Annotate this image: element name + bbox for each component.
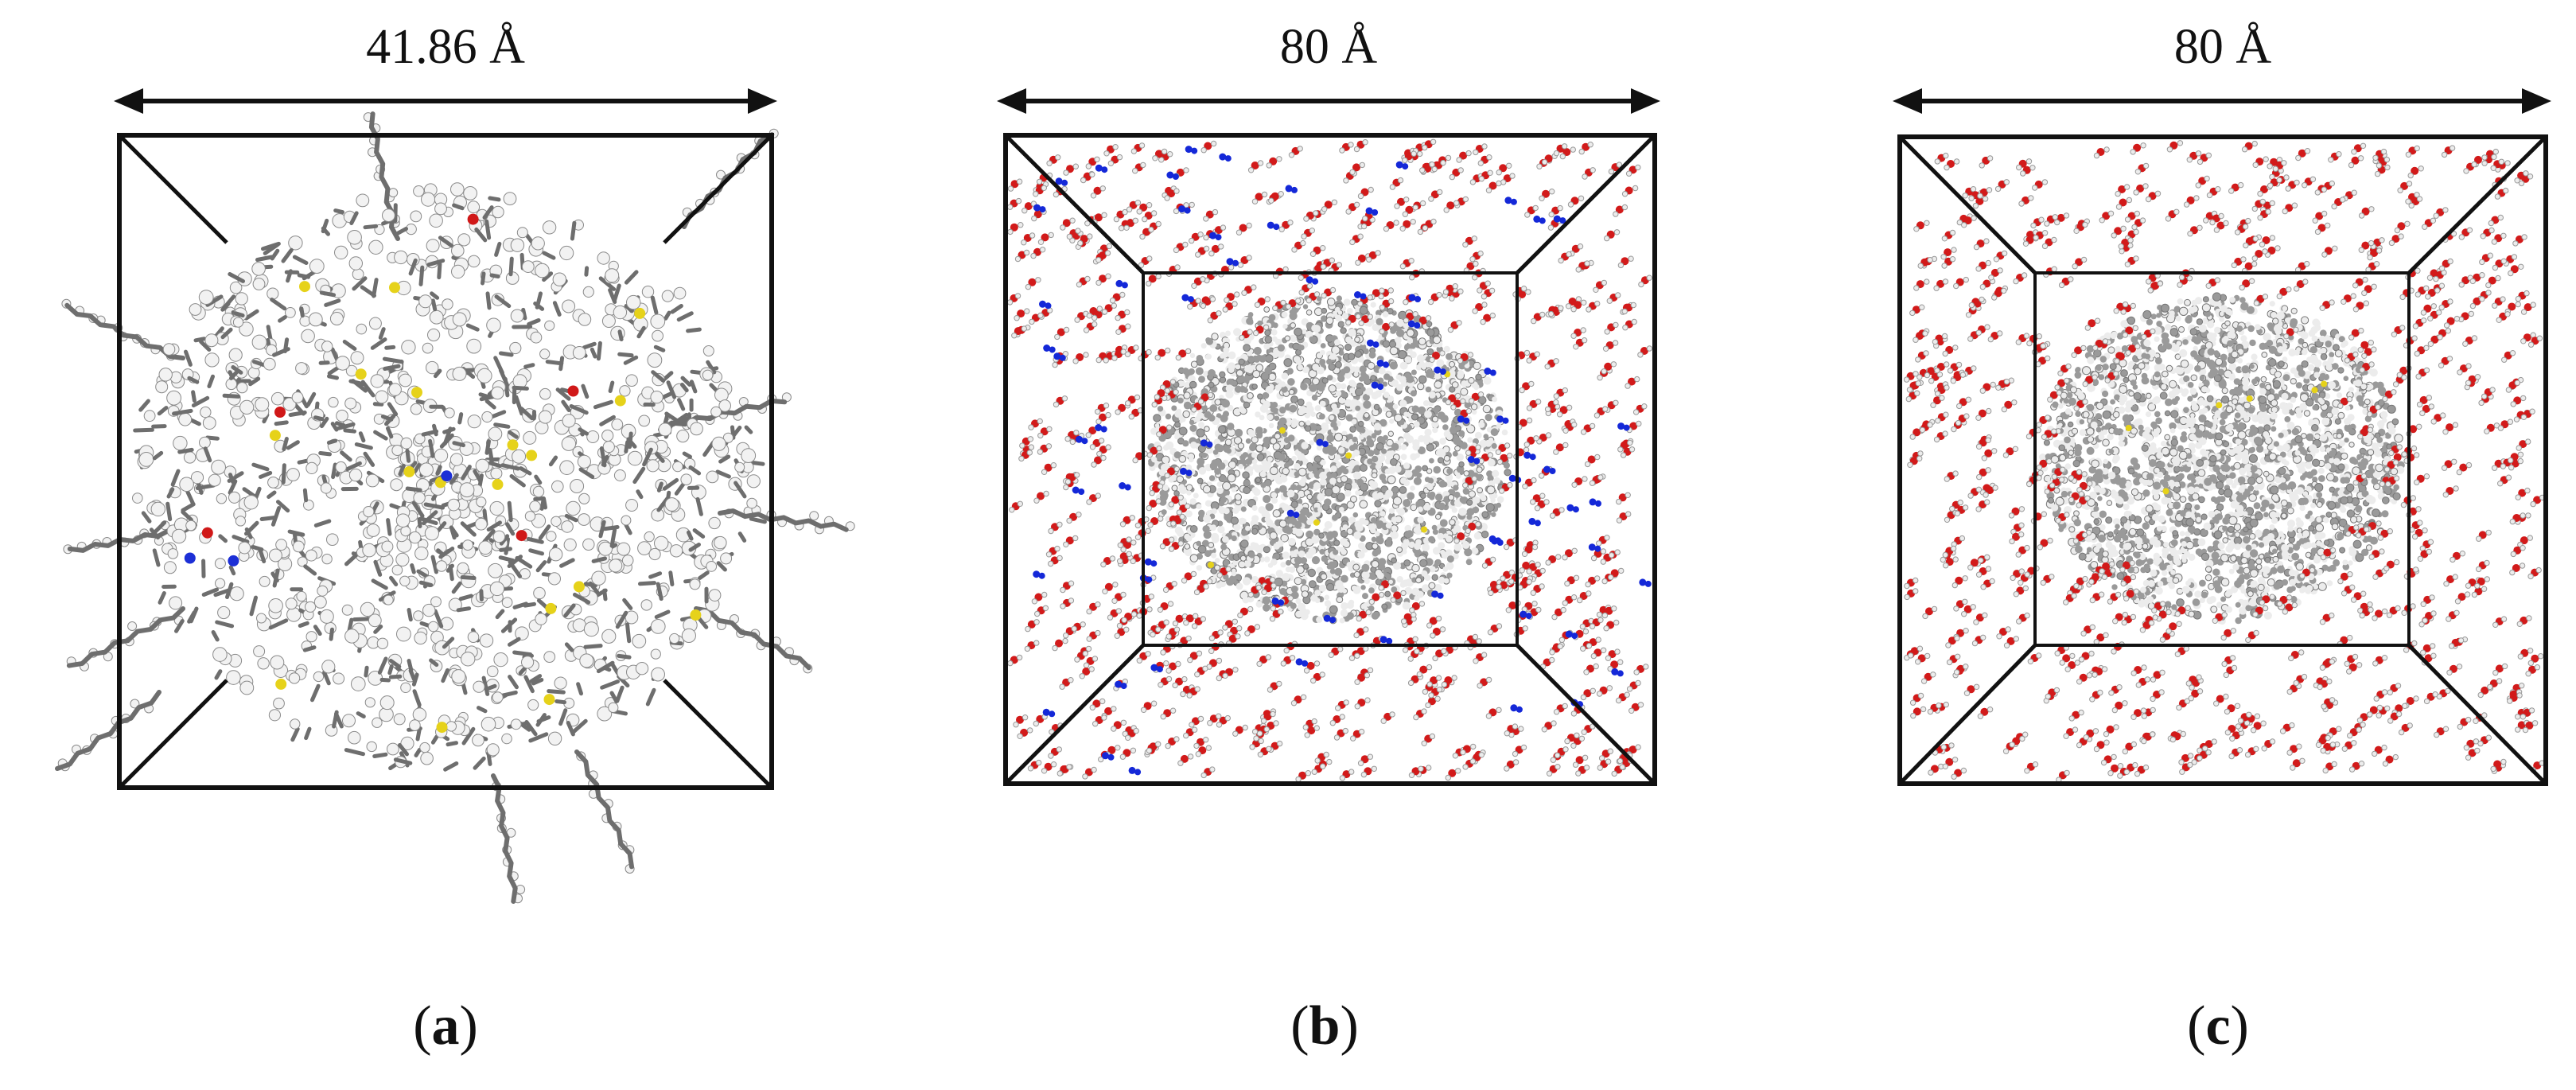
box-dimension-label: 80 Å bbox=[1279, 20, 1378, 74]
box-dimension-label: 80 Å bbox=[2173, 20, 2272, 74]
dimension-arrow bbox=[997, 88, 1660, 114]
dimension-arrow bbox=[1893, 88, 2551, 114]
panel-c: 80 Å (c) bbox=[1734, 0, 2576, 1090]
panel-b-graphic bbox=[997, 88, 1660, 786]
dimension-arrow bbox=[114, 88, 777, 114]
panel-a: 41.86 Å (a) bbox=[0, 0, 939, 1090]
panel-a-graphic bbox=[55, 88, 855, 904]
panel-c-graphic bbox=[1893, 88, 2551, 786]
box-dimension-label: 41.86 Å bbox=[366, 20, 525, 74]
simulation-box bbox=[117, 133, 774, 790]
simulation-box bbox=[1897, 134, 2548, 786]
panel-label-a: (a) bbox=[413, 995, 478, 1057]
simulation-box bbox=[1003, 133, 1657, 786]
panel-b: 80 Å (b) bbox=[939, 0, 1734, 1090]
solvated-system bbox=[1006, 138, 1653, 783]
panel-label-c: (c) bbox=[2187, 995, 2249, 1057]
panel-label-b: (b) bbox=[1290, 995, 1359, 1057]
polymer-molecule-cluster bbox=[55, 111, 855, 904]
solvated-system bbox=[1903, 140, 2546, 783]
